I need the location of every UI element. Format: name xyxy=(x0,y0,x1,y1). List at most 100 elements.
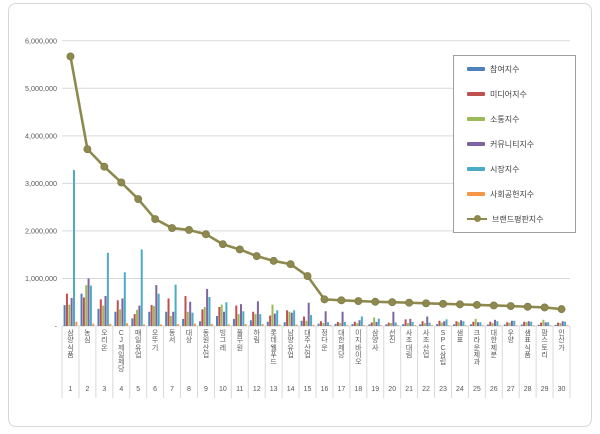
bar-소통지수 xyxy=(491,323,494,326)
bar-사회공헌지수 xyxy=(227,324,230,326)
bar-시장지수 xyxy=(72,170,75,326)
line-marker xyxy=(201,230,210,239)
bar-사회공헌지수 xyxy=(532,325,535,326)
bar-참여지수 xyxy=(80,293,83,326)
line-marker xyxy=(405,298,414,307)
bar-사회공헌지수 xyxy=(414,325,417,326)
bar-미디어지수 xyxy=(303,316,306,326)
bar-미디어지수 xyxy=(150,305,153,326)
bar-커뮤니티지수 xyxy=(239,304,242,326)
line-marker xyxy=(117,178,126,187)
rank-label: 19 xyxy=(371,386,379,393)
bar-커뮤니티지수 xyxy=(477,322,480,326)
line-marker xyxy=(506,302,515,310)
bar-소통지수 xyxy=(322,323,325,326)
bar-시장지수 xyxy=(377,318,380,326)
bar-시장지수 xyxy=(428,322,431,326)
y-axis-tick-label: 5,000,000 xyxy=(25,84,57,93)
line-marker xyxy=(337,296,346,305)
bar-참여지수 xyxy=(63,305,66,326)
bar-사회공헌지수 xyxy=(312,324,315,326)
legend-item-market: 시장지수 xyxy=(467,157,575,182)
bar-커뮤니티지수 xyxy=(189,301,192,326)
rank-label: 12 xyxy=(253,386,261,393)
bar-시장지수 xyxy=(106,252,109,326)
rank-label: 25 xyxy=(473,386,481,393)
bar-참여지수 xyxy=(537,324,540,326)
bar-시장지수 xyxy=(293,310,296,326)
bar-참여지수 xyxy=(131,318,134,326)
bar-참여지수 xyxy=(486,324,489,326)
bar-소통지수 xyxy=(525,322,528,326)
rank-label: 17 xyxy=(338,386,346,393)
legend-label: 참여지수 xyxy=(490,64,520,74)
bar-커뮤니티지수 xyxy=(70,297,73,326)
bar-미디어지수 xyxy=(506,322,509,326)
line-marker xyxy=(523,302,532,311)
bar-커뮤니티지수 xyxy=(358,320,361,326)
bar-소통지수 xyxy=(220,304,223,326)
rank-label: 10 xyxy=(219,386,227,393)
bar-미디어지수 xyxy=(286,310,289,326)
line-marker xyxy=(388,298,397,307)
bar-커뮤니티지수 xyxy=(223,311,226,326)
bar-커뮤니티지수 xyxy=(527,321,530,326)
bar-커뮤니티지수 xyxy=(493,319,496,326)
bar-커뮤니티지수 xyxy=(273,313,276,326)
bar-시장지수 xyxy=(496,321,499,326)
bar-참여지수 xyxy=(520,324,523,326)
media-swatch-icon xyxy=(467,91,485,97)
bar-참여지수 xyxy=(368,324,371,326)
bar-참여지수 xyxy=(97,308,100,326)
line-marker xyxy=(83,145,92,154)
bar-미디어지수 xyxy=(455,321,458,326)
bar-사회공헌지수 xyxy=(244,324,247,326)
bar-커뮤니티지수 xyxy=(375,321,378,326)
bar-참여지수 xyxy=(300,320,303,326)
bar-미디어지수 xyxy=(65,293,68,326)
bar-시장지수 xyxy=(310,315,313,326)
bar-시장지수 xyxy=(140,249,143,326)
line-marker xyxy=(286,260,295,269)
bar-소통지수 xyxy=(119,309,122,326)
bar-미디어지수 xyxy=(336,321,339,326)
bar-소통지수 xyxy=(559,323,562,326)
bar-사회공헌지수 xyxy=(464,325,467,326)
rank-label: 28 xyxy=(524,386,532,393)
bar-커뮤니티지수 xyxy=(324,311,327,326)
bar-소통지수 xyxy=(271,304,274,326)
line-marker xyxy=(66,52,75,61)
bar-참여지수 xyxy=(469,324,472,326)
bar-소통지수 xyxy=(305,320,308,326)
bar-미디어지수 xyxy=(235,305,238,326)
bar-미디어지수 xyxy=(99,299,102,326)
rank-label: 3 xyxy=(102,386,106,393)
bar-미디어지수 xyxy=(387,322,390,326)
rank-label: 15 xyxy=(304,386,312,393)
bar-사회공헌지수 xyxy=(295,324,298,326)
bar-미디어지수 xyxy=(133,314,136,326)
bar-미디어지수 xyxy=(370,322,373,326)
legend-label: 미디어지수 xyxy=(490,89,527,99)
bar-소통지수 xyxy=(339,322,342,326)
rank-label: 30 xyxy=(558,386,566,393)
bar-커뮤니티지수 xyxy=(138,305,141,326)
bar-미디어지수 xyxy=(82,297,85,326)
bar-미디어지수 xyxy=(319,321,322,326)
line-marker xyxy=(252,252,261,261)
bar-시장지수 xyxy=(445,319,448,326)
